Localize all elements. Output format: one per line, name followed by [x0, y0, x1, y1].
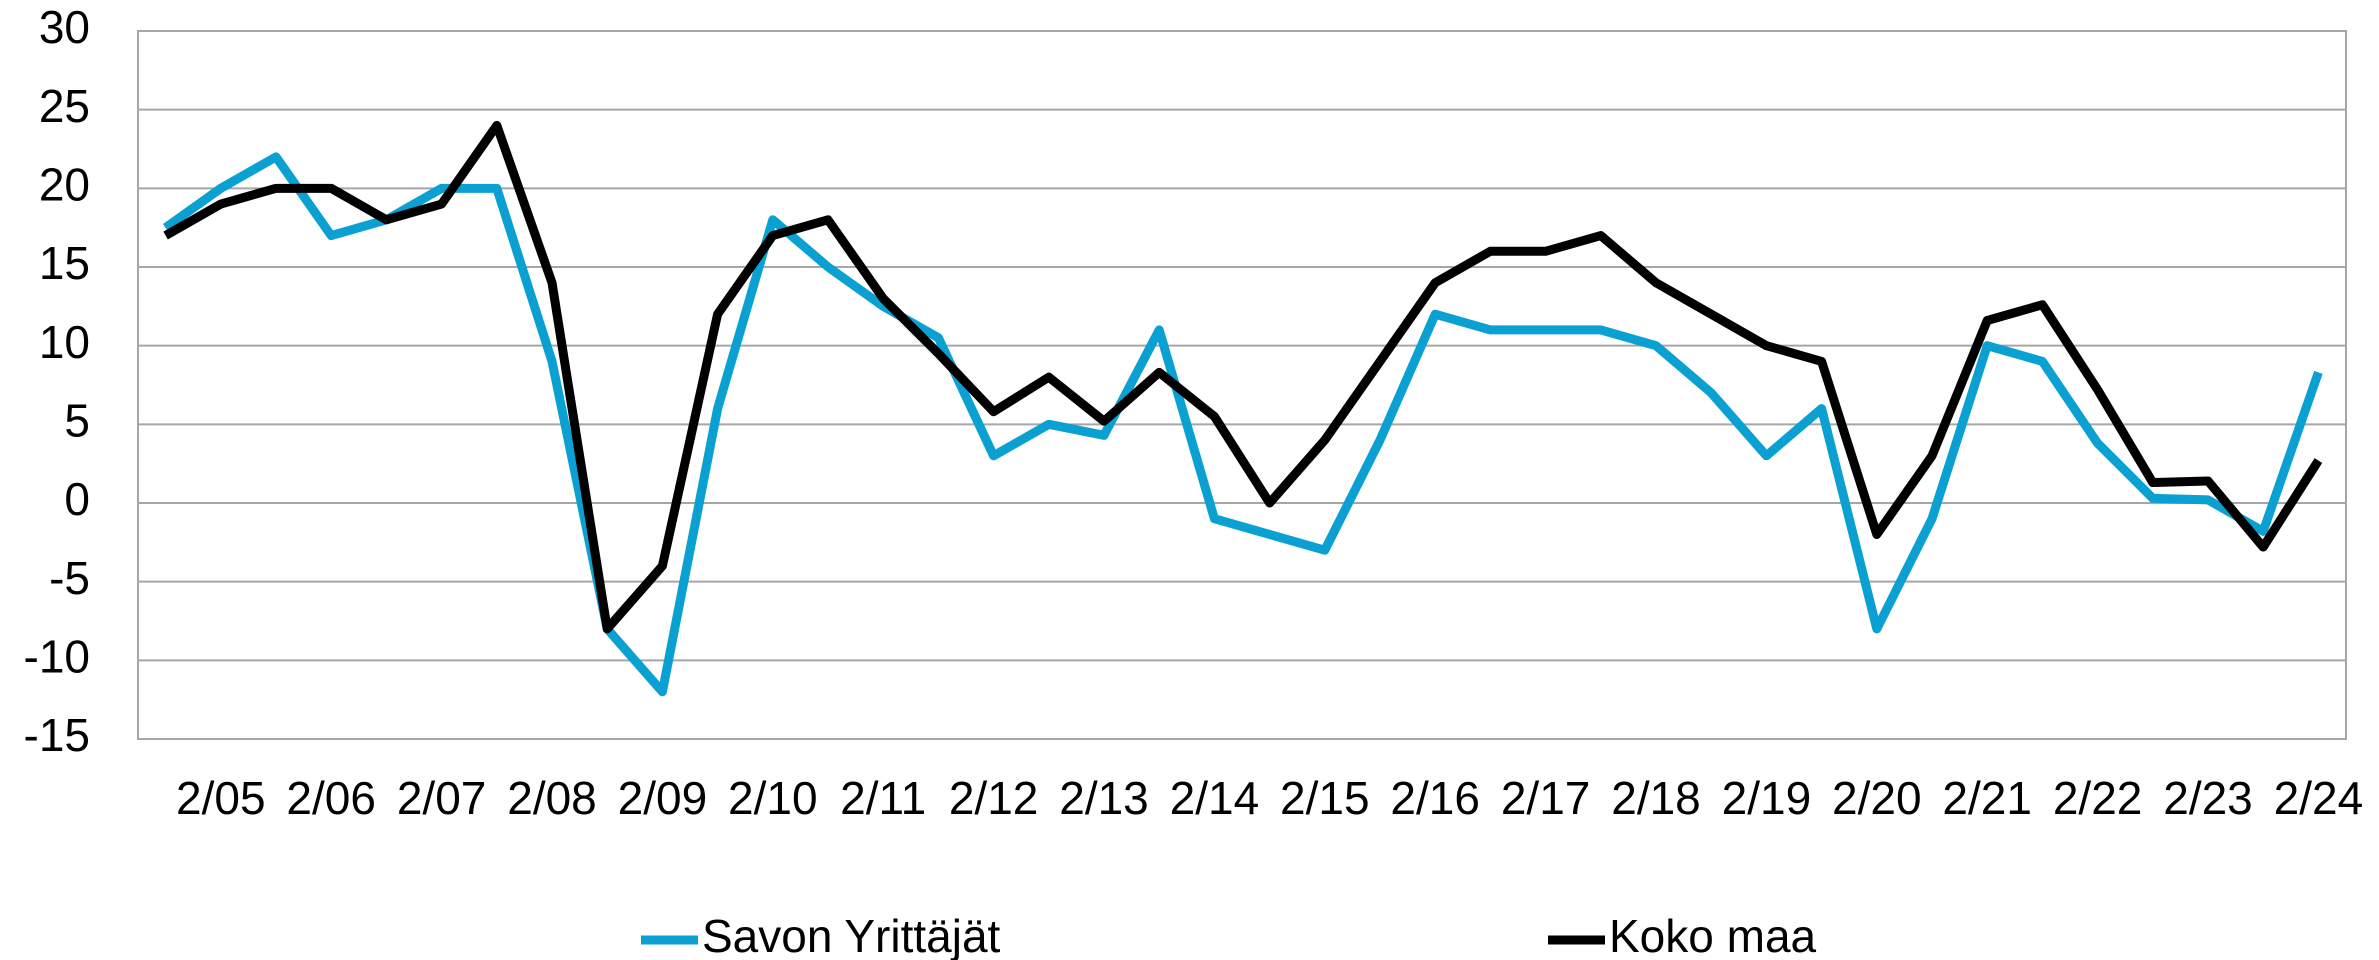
- x-tick-label: 2/15: [1280, 772, 1370, 824]
- x-tick-label: 2/12: [949, 772, 1039, 824]
- plot-border: [137, 30, 2347, 740]
- y-tick-label: 5: [64, 394, 90, 446]
- x-tick-label: 2/21: [1942, 772, 2032, 824]
- y-tick-label: -10: [24, 630, 90, 682]
- y-tick-label: 0: [64, 473, 90, 525]
- y-tick-label: 15: [39, 237, 90, 289]
- y-tick-label: 10: [39, 316, 90, 368]
- series-line: [162, 152, 2323, 697]
- x-tick-label: 2/17: [1501, 772, 1591, 824]
- series-line: [163, 120, 2323, 634]
- x-tick-label: 2/10: [728, 772, 818, 824]
- y-tick-label: -15: [24, 709, 90, 761]
- x-tick-label: 2/09: [618, 772, 708, 824]
- y-tick-label: 25: [39, 80, 90, 132]
- x-tick-label: 2/06: [286, 772, 376, 824]
- x-tick-label: 2/07: [397, 772, 487, 824]
- y-tick-label: -5: [49, 552, 90, 604]
- x-tick-label: 2/19: [1722, 772, 1812, 824]
- y-tick-label: 30: [39, 1, 90, 53]
- x-tick-label: 2/11: [840, 772, 926, 824]
- x-tick-label: 2/24: [2274, 772, 2364, 824]
- x-tick-label: 2/13: [1059, 772, 1149, 824]
- y-tick-label: 20: [39, 158, 90, 210]
- legend-label: Koko maa: [1609, 910, 1817, 960]
- legend-label: Savon Yrittäjät: [702, 910, 1001, 960]
- x-tick-label: 2/18: [1611, 772, 1701, 824]
- x-tick-label: 2/14: [1170, 772, 1260, 824]
- x-tick-label: 2/20: [1832, 772, 1922, 824]
- x-tick-label: 2/16: [1390, 772, 1480, 824]
- x-tick-label: 2/22: [2053, 772, 2143, 824]
- x-tick-label: 2/08: [507, 772, 597, 824]
- x-tick-label: 2/23: [2163, 772, 2253, 824]
- x-tick-label: 2/05: [176, 772, 266, 824]
